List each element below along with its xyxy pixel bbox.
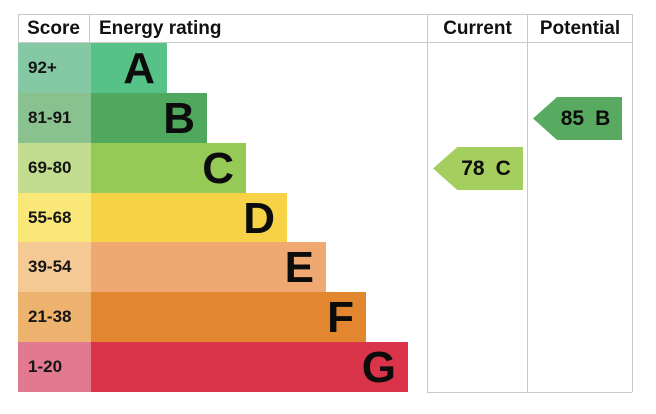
band-row-b: 81-91 B <box>18 93 207 143</box>
band-score-label: 69-80 <box>18 143 91 193</box>
band-bar: C <box>91 143 246 193</box>
band-score-label: 39-54 <box>18 242 91 292</box>
potential-rating-arrow: 85 B <box>533 97 622 140</box>
band-score-label: 21-38 <box>18 292 91 342</box>
header-score: Score <box>27 17 80 39</box>
band-letter: F <box>327 293 354 342</box>
band-letter: C <box>202 144 234 193</box>
grid-score-divider <box>89 14 90 43</box>
band-score-label: 92+ <box>18 43 91 93</box>
band-row-c: 69-80 C <box>18 143 246 193</box>
band-bar: E <box>91 242 326 292</box>
band-letter: E <box>284 243 314 292</box>
band-bar: F <box>91 292 366 342</box>
potential-rating-value: 85 <box>560 106 585 130</box>
band-bar: A <box>91 43 167 93</box>
band-score-label: 1-20 <box>18 342 91 392</box>
band-row-d: 55-68 D <box>18 193 287 242</box>
band-row-g: 1-20 G <box>18 342 408 392</box>
grid-bottom-border <box>427 392 632 393</box>
band-letter: A <box>123 44 155 93</box>
band-letter: B <box>163 94 195 143</box>
band-letter: G <box>361 343 396 392</box>
band-row-e: 39-54 E <box>18 242 326 292</box>
current-rating-arrow: 78 C <box>433 147 523 190</box>
header-current: Current <box>443 17 512 39</box>
band-score-label: 81-91 <box>18 93 91 143</box>
grid-right-border <box>632 14 633 392</box>
band-letter: D <box>243 193 275 243</box>
grid-potential-divider <box>527 14 528 392</box>
band-bar: B <box>91 93 207 143</box>
band-score-label: 55-68 <box>18 193 91 242</box>
grid-left-border <box>18 14 19 43</box>
band-bar: D <box>91 193 287 242</box>
current-rating-value: 78 <box>461 156 485 180</box>
header-energy-rating: Energy rating <box>99 17 222 39</box>
header-potential: Potential <box>539 17 621 39</box>
band-row-a: 92+ A <box>18 43 167 93</box>
grid-top-border <box>18 14 632 15</box>
band-row-f: 21-38 F <box>18 292 366 342</box>
potential-rating-letter: B <box>595 106 611 130</box>
current-rating-letter: C <box>495 156 511 180</box>
band-bar: G <box>91 342 408 392</box>
grid-header-underline <box>18 42 632 43</box>
grid-current-divider <box>427 14 428 392</box>
